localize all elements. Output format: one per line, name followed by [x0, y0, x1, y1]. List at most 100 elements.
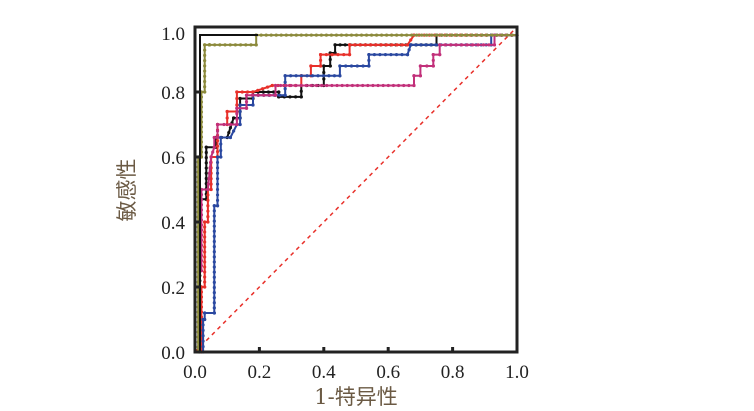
series-olive	[196, 33, 519, 354]
point-marker-red	[203, 220, 207, 224]
point-marker-magenta	[279, 83, 283, 88]
point-marker-blue	[429, 43, 433, 47]
point-marker-red	[400, 43, 404, 47]
point-marker-olive	[324, 33, 329, 37]
point-marker-red	[240, 90, 244, 94]
point-marker-magenta	[262, 93, 266, 97]
point-marker-black	[204, 161, 208, 165]
point-marker-red	[235, 96, 239, 101]
point-marker-blue	[212, 285, 216, 290]
point-marker-olive	[450, 33, 454, 37]
point-marker-red	[206, 198, 210, 202]
point-marker-red	[336, 53, 340, 57]
x-tick-label: 0.4	[312, 362, 336, 383]
point-marker-magenta	[235, 112, 239, 116]
point-marker-red	[256, 88, 260, 92]
point-marker-red	[203, 225, 207, 229]
point-marker-olive	[384, 33, 389, 37]
point-marker-red	[379, 43, 383, 47]
point-marker-black	[322, 70, 326, 75]
point-marker-olive	[334, 33, 339, 37]
point-marker-olive	[299, 33, 303, 37]
point-marker-blue	[212, 245, 216, 249]
point-marker-magenta	[268, 93, 272, 97]
point-marker-red	[203, 240, 207, 244]
point-marker-blue	[327, 74, 331, 78]
point-marker-olive	[223, 43, 227, 47]
point-marker-magenta	[273, 83, 278, 88]
point-marker-blue	[316, 74, 320, 78]
point-marker-red	[206, 209, 210, 213]
point-marker-olive	[420, 33, 424, 37]
point-marker-olive	[309, 33, 313, 37]
point-marker-red	[206, 220, 210, 224]
point-marker-olive	[465, 33, 469, 37]
point-marker-red	[369, 43, 373, 47]
point-marker-red	[265, 85, 270, 89]
point-marker-blue	[349, 64, 354, 68]
point-marker-magenta	[449, 43, 453, 47]
point-marker-blue	[367, 53, 371, 57]
point-marker-black	[271, 90, 276, 94]
x-tick-label: 0.2	[248, 362, 272, 383]
point-marker-blue	[212, 270, 216, 274]
point-marker-black	[333, 43, 337, 47]
point-marker-magenta	[235, 106, 239, 110]
point-marker-blue	[238, 103, 242, 107]
point-marker-blue	[232, 129, 236, 133]
point-marker-olive	[203, 53, 207, 57]
point-marker-red	[374, 43, 378, 47]
point-marker-magenta	[256, 93, 260, 97]
point-marker-magenta	[431, 64, 435, 68]
point-marker-olive	[203, 43, 207, 47]
point-marker-red	[209, 187, 213, 192]
point-marker-blue	[201, 339, 205, 343]
point-marker-magenta	[325, 83, 329, 88]
point-marker-olive	[369, 33, 374, 37]
point-marker-magenta	[206, 182, 211, 186]
point-marker-magenta	[396, 83, 401, 88]
point-marker-blue	[215, 182, 220, 186]
point-marker-blue	[212, 290, 216, 295]
point-marker-red	[225, 116, 229, 120]
x-tick-label: 1.0	[505, 362, 529, 383]
point-marker-red	[225, 109, 229, 114]
point-marker-magenta	[294, 83, 298, 88]
point-marker-olive	[233, 43, 238, 47]
series-line-magenta	[200, 34, 517, 271]
point-marker-magenta	[481, 43, 486, 47]
point-marker-magenta	[235, 122, 239, 127]
point-marker-red	[342, 53, 346, 57]
point-marker-blue	[212, 301, 216, 305]
point-marker-magenta	[355, 83, 360, 88]
point-marker-olive	[264, 33, 268, 37]
point-marker-blue	[215, 204, 220, 208]
point-marker-black	[204, 150, 208, 155]
point-marker-olive	[455, 33, 459, 37]
point-marker-blue	[400, 53, 404, 57]
point-marker-black	[204, 145, 208, 149]
point-marker-red	[215, 139, 220, 143]
point-marker-olive	[228, 43, 232, 47]
point-marker-magenta	[492, 43, 497, 47]
point-marker-olive	[400, 33, 404, 37]
point-marker-black	[228, 126, 233, 130]
point-marker-magenta	[407, 83, 411, 88]
point-marker-olive	[203, 58, 207, 63]
point-marker-olive	[354, 33, 359, 37]
point-marker-black	[204, 171, 208, 175]
point-marker-olive	[374, 33, 379, 37]
point-marker-magenta	[207, 177, 211, 181]
point-marker-olive	[505, 33, 509, 37]
point-marker-red	[347, 43, 352, 47]
point-marker-blue	[215, 166, 220, 170]
point-marker-magenta	[438, 53, 442, 57]
point-marker-magenta	[207, 171, 212, 175]
point-marker-blue	[212, 239, 216, 244]
point-marker-black	[288, 95, 292, 99]
y-tick-label: 0.0	[161, 343, 185, 364]
point-marker-blue	[344, 64, 348, 68]
point-marker-magenta	[350, 83, 355, 88]
point-marker-magenta	[381, 83, 385, 88]
